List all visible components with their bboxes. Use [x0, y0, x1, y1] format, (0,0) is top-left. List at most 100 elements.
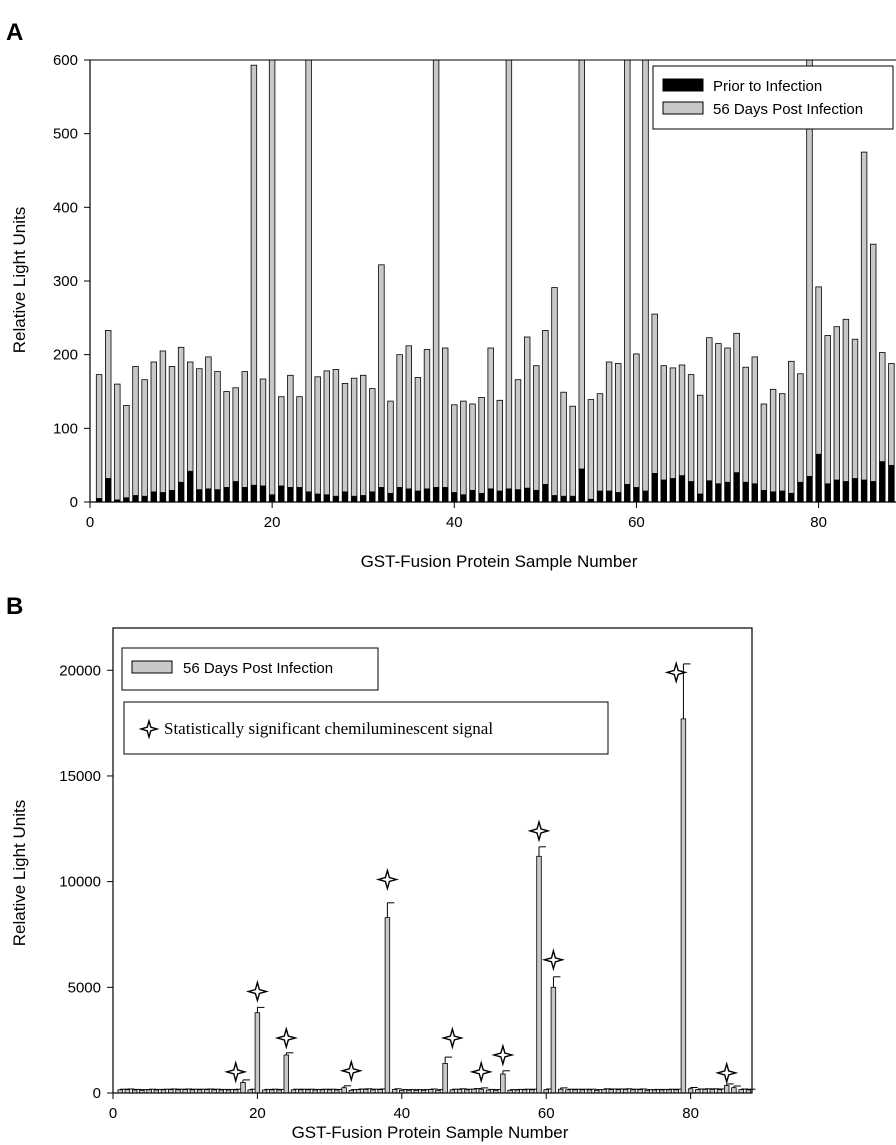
bar-post-infection	[254, 1012, 261, 1094]
y-tick-label: 300	[53, 273, 78, 290]
bar-post-infection	[205, 356, 212, 503]
bar-post-infection	[451, 404, 458, 503]
bar-post-infection	[751, 356, 758, 503]
bar-post-infection	[724, 1085, 730, 1094]
significance-star	[440, 1026, 465, 1050]
panel-a-legend: Prior to Infection 56 Days Post Infectio…	[652, 65, 894, 130]
bar-prior-infection	[606, 490, 613, 503]
bar-prior-infection	[168, 489, 176, 503]
bar-prior-infection	[323, 494, 330, 503]
bar-post-infection	[560, 391, 567, 503]
panel-b-legend: 56 Days Post Infection	[121, 647, 379, 691]
bar-prior-infection	[232, 481, 239, 503]
panel-a-x-axis-label: GST-Fusion Protein Sample Number	[361, 552, 638, 571]
bar-prior-infection	[861, 479, 868, 503]
x-tick-label: 20	[264, 514, 281, 531]
bar-post-infection	[283, 1054, 289, 1094]
y-tick-label: 500	[53, 126, 78, 143]
bar-post-infection	[150, 361, 157, 503]
y-tick-label: 10000	[59, 874, 101, 891]
bar-prior-infection	[806, 475, 813, 503]
significance-legend-label: Statistically significant chemiluminesce…	[164, 719, 493, 738]
bar-prior-infection	[396, 487, 403, 503]
bar-post-infection	[240, 1082, 246, 1094]
bar-prior-infection	[250, 484, 257, 503]
bar-prior-infection	[123, 497, 130, 503]
bar-prior-infection	[642, 490, 649, 503]
bar-prior-infection	[414, 490, 421, 503]
bar-prior-infection	[715, 483, 722, 503]
bar-prior-infection	[178, 481, 185, 503]
legend-swatch-post	[662, 101, 704, 115]
bar-prior-infection	[578, 468, 585, 503]
significance-star	[541, 948, 566, 972]
y-tick-label: 600	[53, 52, 78, 69]
bar-post-infection	[341, 1087, 347, 1094]
bar-post-infection	[587, 399, 595, 503]
bar-prior-infection	[478, 492, 485, 503]
bar-post-infection	[332, 368, 340, 503]
bar-prior-infection	[706, 480, 713, 503]
bar-post-infection	[706, 337, 713, 503]
bar-prior-infection	[651, 473, 658, 503]
bar-prior-infection	[851, 478, 859, 503]
y-tick-label: 0	[70, 494, 78, 511]
bar-post-infection	[642, 59, 649, 503]
bar-post-infection	[105, 329, 112, 503]
bar-prior-infection	[815, 453, 822, 503]
bar-prior-infection	[405, 488, 412, 503]
bar-post-infection	[624, 59, 631, 503]
bar-post-infection	[250, 64, 258, 503]
bar-post-infection	[605, 361, 613, 503]
bar-prior-infection	[460, 494, 467, 503]
bar-prior-infection	[879, 461, 886, 503]
bar-post-infection	[441, 347, 449, 503]
bar-prior-infection	[624, 484, 631, 503]
bar-post-infection	[223, 391, 230, 503]
panel-b-plot-frame	[112, 627, 753, 1094]
bar-post-infection	[833, 326, 840, 503]
bar-prior-infection	[378, 487, 385, 503]
bar-post-infection	[95, 374, 103, 503]
bar-prior-infection	[314, 493, 321, 503]
panel-b-x-axis-label: GST-Fusion Protein Sample Number	[292, 1123, 569, 1142]
bar-prior-infection	[351, 495, 358, 503]
bar-post-infection	[860, 151, 868, 503]
bar-prior-infection	[433, 487, 440, 503]
bar-post-infection	[341, 382, 349, 503]
bar-post-infection	[478, 396, 485, 503]
bar-post-infection	[405, 345, 412, 503]
bar-prior-infection	[697, 493, 704, 503]
x-tick-label: 60	[538, 1105, 555, 1122]
bar-prior-infection	[296, 487, 303, 503]
y-tick-label: 20000	[59, 662, 101, 679]
bar-post-infection	[423, 349, 431, 503]
bar-post-infection	[496, 399, 503, 503]
bar-post-infection	[323, 370, 330, 503]
legend-label-post: 56 Days Post Infection	[713, 101, 863, 118]
bar-post-infection	[196, 368, 203, 503]
bar-prior-infection	[487, 488, 494, 503]
bar-post-infection	[432, 59, 440, 503]
bar-prior-infection	[569, 495, 576, 503]
bar-prior-infection	[770, 491, 777, 503]
bar-prior-infection	[724, 481, 731, 503]
bar-post-infection	[214, 371, 221, 503]
significance-star	[339, 1059, 363, 1083]
bar-post-infection	[505, 59, 513, 503]
bar-post-infection	[396, 354, 403, 503]
bar-post-infection	[287, 374, 294, 503]
x-tick-label: 40	[393, 1105, 410, 1122]
significance-star-icon	[138, 718, 160, 740]
bar-post-infection	[633, 353, 640, 503]
significance-star	[224, 1060, 248, 1084]
bar-prior-infection	[779, 490, 786, 503]
panel-b-chart: 0 5000 10000 15000 20000 0 20 40 60 80	[59, 627, 756, 1122]
y-tick-label: 0	[93, 1085, 101, 1102]
bar-prior-infection	[833, 479, 840, 503]
bar-prior-infection	[733, 472, 740, 503]
bar-prior-infection	[332, 495, 339, 503]
bar-post-infection	[168, 366, 176, 503]
bar-prior-infection	[496, 490, 503, 503]
